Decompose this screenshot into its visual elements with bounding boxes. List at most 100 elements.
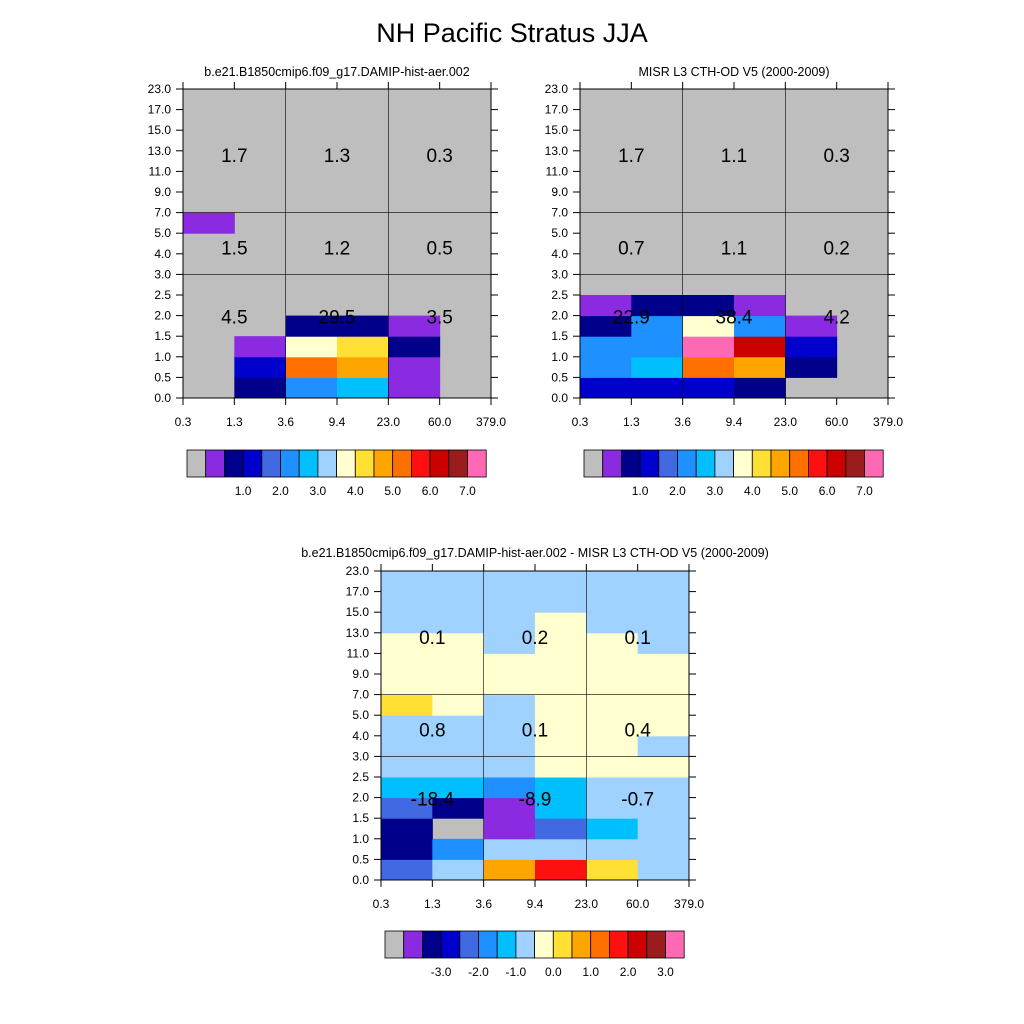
colorbar-box <box>602 449 622 478</box>
y-tick-label: 17.0 <box>545 103 569 117</box>
heatmap-cell <box>682 295 735 317</box>
heatmap-cell <box>535 777 587 799</box>
region-sum-label: 0.7 <box>618 239 644 260</box>
x-tick-label: 23.0 <box>377 415 401 429</box>
heatmap-cell <box>285 356 338 378</box>
panel-title: b.e21.B1850cmip6.f09_g17.DAMIP-hist-aer.… <box>301 546 769 560</box>
x-tick-label: 60.0 <box>626 897 650 911</box>
heatmap-cell <box>432 653 485 675</box>
colorbar-box <box>223 449 244 478</box>
heatmap-cell <box>586 838 639 860</box>
heatmap-cell <box>535 632 587 654</box>
y-tick-label: 1.0 <box>551 350 568 364</box>
heatmap-cell <box>682 315 735 337</box>
y-tick-label: 2.0 <box>352 791 369 805</box>
colorbar-box <box>590 930 610 959</box>
colorbar-box <box>845 449 865 478</box>
heatmap-cell <box>586 797 639 819</box>
colorbar-box <box>609 930 629 959</box>
heatmap-cell <box>381 591 433 613</box>
y-tick-label: 11.0 <box>149 164 172 178</box>
heatmap-cell <box>381 838 433 860</box>
colorbar-box <box>695 449 716 478</box>
y-tick-label: 15.0 <box>148 123 172 137</box>
heatmap-cell <box>285 377 338 399</box>
colorbar-box <box>373 449 394 478</box>
x-tick-label: 379.0 <box>476 415 506 429</box>
heatmap-cell <box>483 735 536 757</box>
colorbar-box <box>808 449 828 478</box>
heatmap-cell <box>432 612 485 634</box>
region-sum-label: 1.2 <box>324 239 350 260</box>
x-tick-label: 0.3 <box>572 415 589 429</box>
heatmap-cell <box>586 632 639 654</box>
colorbar-box <box>478 930 498 959</box>
y-tick-label: 2.5 <box>551 288 568 302</box>
heatmap-cell <box>637 632 690 654</box>
colorbar-label: 6.0 <box>819 484 836 498</box>
x-tick-label: 9.4 <box>329 415 346 429</box>
y-tick-label: 15.0 <box>346 605 370 619</box>
region-sum-label: 0.2 <box>823 239 849 260</box>
heatmap-cell <box>535 859 587 881</box>
heatmap-cell <box>483 756 536 778</box>
colorbar: -3.0 -2.0 -1.0 0.0 1.0 2.0 3.0 <box>384 930 685 979</box>
x-tick-label: 3.6 <box>475 897 492 911</box>
region-sum-label: 0.3 <box>823 146 849 167</box>
heatmap-cell <box>483 632 536 654</box>
region-sum-label: 1.1 <box>721 239 747 260</box>
colorbar-box <box>317 449 337 478</box>
colorbar-box <box>280 449 300 478</box>
x-tick-label: 60.0 <box>428 415 452 429</box>
heatmap-cell <box>535 735 587 757</box>
heatmap-cell <box>580 377 632 399</box>
heatmap-cell <box>432 735 485 757</box>
region-sum-label: -0.7 <box>621 790 654 811</box>
region-sum-label: 1.7 <box>618 146 644 167</box>
y-tick-label: 0.0 <box>551 391 568 405</box>
heatmap-cell <box>734 295 786 317</box>
heatmap-cell <box>586 756 639 778</box>
x-tick-label: 9.4 <box>726 415 743 429</box>
heatmap-cell <box>388 315 441 337</box>
colorbar-label: 1.0 <box>632 484 649 498</box>
colorbar-box <box>336 449 356 478</box>
heatmap-cell <box>234 356 287 378</box>
heatmap-cell <box>432 838 485 860</box>
y-tick-label: 4.0 <box>154 247 171 261</box>
region-sum-label: 3.5 <box>426 308 452 329</box>
colorbar-box <box>496 930 517 959</box>
heatmap-cell <box>285 315 338 337</box>
x-tick-label: 3.6 <box>674 415 691 429</box>
heatmap-cell <box>432 591 485 613</box>
y-tick-label: 7.0 <box>551 206 568 220</box>
heatmap-cell <box>535 653 587 675</box>
y-tick-label: 17.0 <box>346 585 370 599</box>
heatmap-cell <box>483 591 536 613</box>
heatmap-cell <box>631 377 684 399</box>
heatmap-cell <box>637 777 690 799</box>
x-tick-label: 1.3 <box>424 897 441 911</box>
heatmap-cell <box>637 838 690 860</box>
heatmap-cell <box>785 356 838 378</box>
x-tick-label: 379.0 <box>674 897 704 911</box>
y-tick-label: 0.0 <box>154 391 171 405</box>
heatmap-cell <box>337 377 389 399</box>
panel-obs: 0.0 0.5 1.0 1.5 2.0 2.5 3.0 4.0 5.0 7.0 9.0 11.0 13.… <box>545 65 904 498</box>
region-sum-label: 29.5 <box>319 308 356 329</box>
heatmap-cell <box>381 756 433 778</box>
colorbar-label: 3.0 <box>310 484 327 498</box>
y-tick-label: 3.0 <box>154 267 171 281</box>
heatmap-cell <box>337 336 389 358</box>
colorbar-label: -3.0 <box>431 965 452 979</box>
heatmap-cell <box>432 694 485 716</box>
heatmap-cell <box>586 777 639 799</box>
y-tick-label: 0.5 <box>551 370 568 384</box>
y-tick-label: 2.0 <box>551 309 568 323</box>
x-tick-label: 0.3 <box>373 897 390 911</box>
y-tick-label: 7.0 <box>352 688 369 702</box>
y-tick-label: 13.0 <box>148 144 172 158</box>
y-tick-label: 23.0 <box>346 564 370 578</box>
y-tick-label: 13.0 <box>346 626 370 640</box>
colorbar-box <box>410 449 431 478</box>
